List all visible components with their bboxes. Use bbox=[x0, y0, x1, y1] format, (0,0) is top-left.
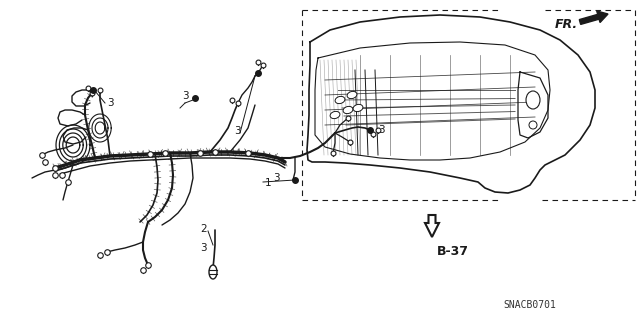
Text: SNACB0701: SNACB0701 bbox=[504, 300, 556, 310]
Ellipse shape bbox=[526, 91, 540, 109]
Text: 3: 3 bbox=[200, 243, 207, 253]
Polygon shape bbox=[425, 215, 439, 237]
Ellipse shape bbox=[335, 96, 345, 104]
FancyArrow shape bbox=[579, 11, 608, 25]
Text: 2: 2 bbox=[200, 224, 207, 234]
Text: 3: 3 bbox=[234, 126, 241, 136]
Text: B-37: B-37 bbox=[437, 245, 469, 258]
Ellipse shape bbox=[353, 104, 363, 112]
Ellipse shape bbox=[209, 265, 217, 279]
Text: 3: 3 bbox=[273, 173, 280, 183]
Ellipse shape bbox=[343, 106, 353, 114]
Ellipse shape bbox=[529, 121, 537, 129]
Ellipse shape bbox=[347, 91, 357, 99]
Text: 3: 3 bbox=[107, 98, 114, 108]
Text: 3: 3 bbox=[182, 91, 188, 101]
Text: 3: 3 bbox=[378, 125, 385, 135]
Text: 1: 1 bbox=[265, 178, 271, 188]
Text: FR.: FR. bbox=[555, 18, 578, 31]
Ellipse shape bbox=[330, 111, 340, 119]
